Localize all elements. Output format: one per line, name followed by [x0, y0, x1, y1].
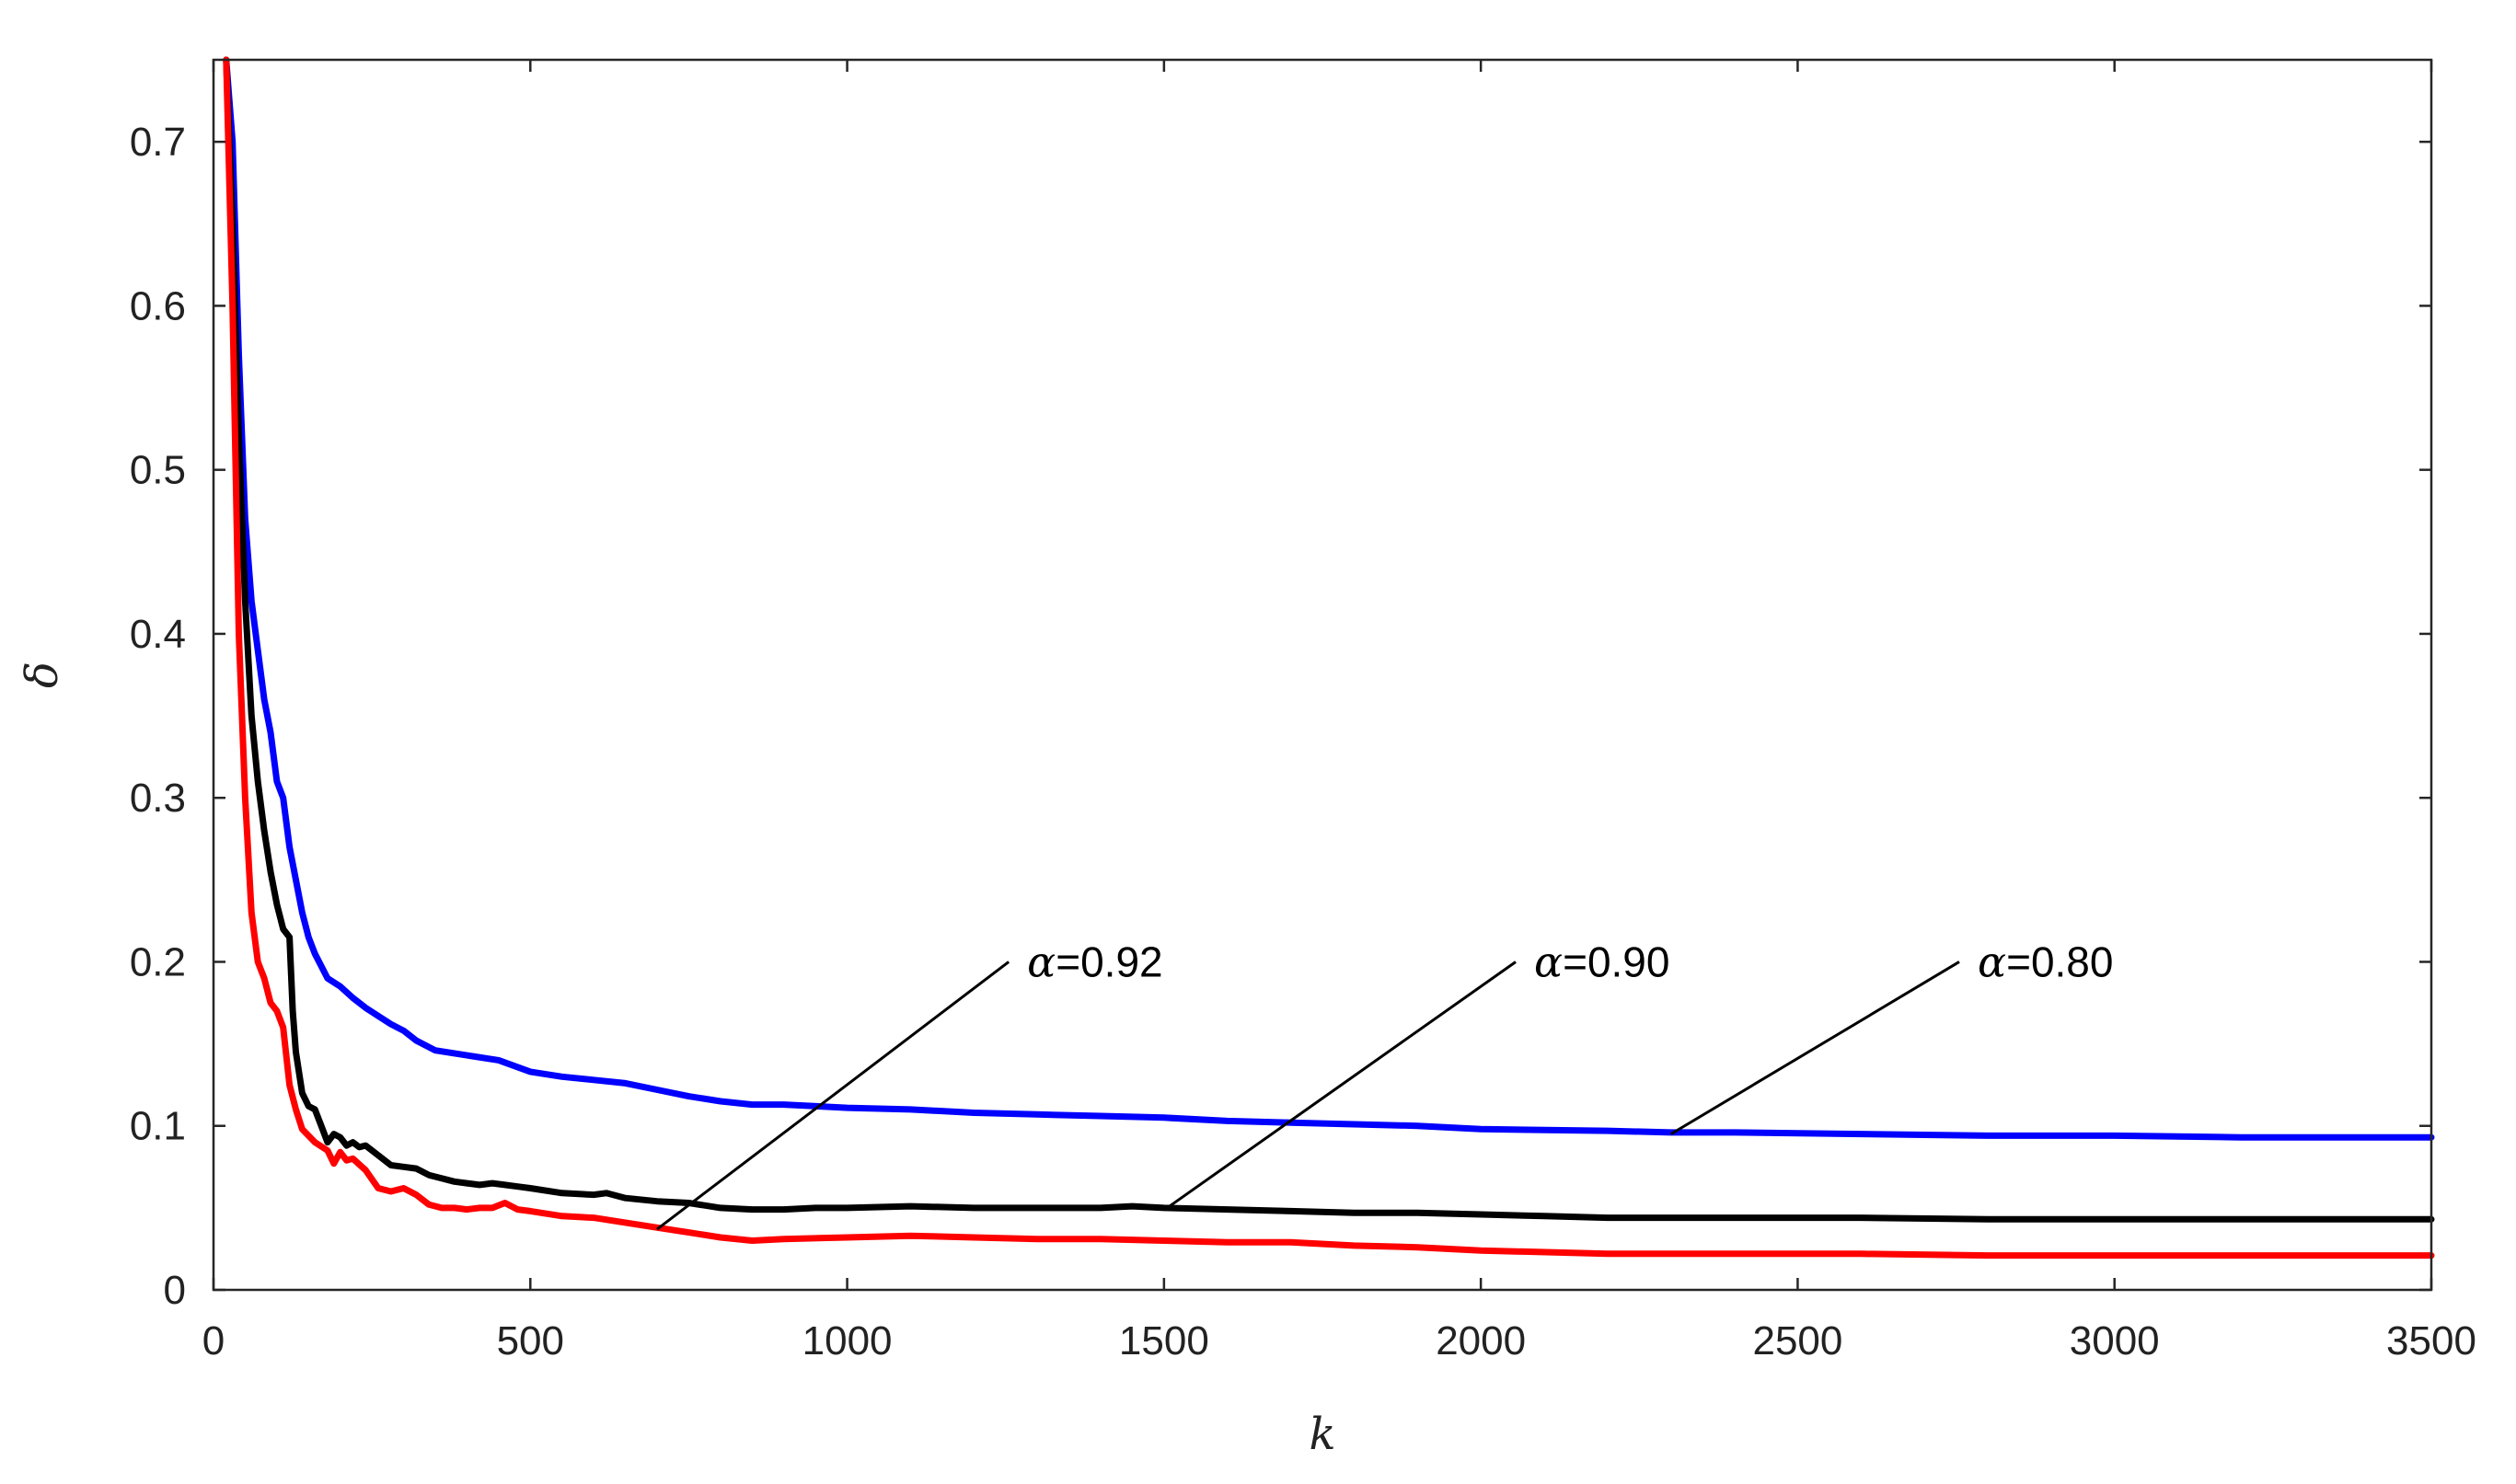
ticks-layer: 0 500 1000 1500 2000 2500 3000 3500 0 0.1 0.2 0.3 0.…	[130, 60, 2476, 1363]
x-tick-label: 1500	[1119, 1318, 1209, 1363]
annotation-leader-line	[1166, 961, 1517, 1210]
annotation-value: =0.80	[2006, 938, 2113, 985]
annotation-leader-line	[1669, 961, 1960, 1135]
annotation-label: α=0.90	[1534, 937, 1669, 986]
y-tick-label: 0.1	[130, 1104, 186, 1149]
annotation-leader-line	[656, 961, 1010, 1231]
y-tick-label: 0.4	[130, 612, 186, 657]
y-axis-label: δ	[17, 661, 68, 688]
annotation-layer: α=0.92 α=0.90 α=0.80	[656, 937, 2113, 1231]
series-line-2	[223, 56, 2435, 1260]
y-tick-label: 0.6	[130, 283, 186, 328]
annotation-label: α=0.80	[1978, 937, 2113, 986]
y-tick-label: 0.5	[130, 448, 186, 493]
y-tick-label: 0.2	[130, 939, 186, 984]
x-tick-label: 2500	[1752, 1318, 1842, 1363]
x-tick-label: 500	[497, 1318, 564, 1363]
annotation-alpha: α	[1027, 937, 1056, 986]
annotation-value: =0.92	[1056, 938, 1162, 985]
plot-frame	[212, 58, 2433, 1292]
annotation-label: α=0.92	[1027, 937, 1162, 986]
y-tick-label: 0.7	[130, 120, 186, 165]
x-tick-label: 0	[202, 1318, 225, 1363]
annotation-alpha: α	[1978, 937, 2006, 986]
annotation-alpha: α	[1534, 937, 1563, 986]
x-tick-label: 3000	[2070, 1318, 2160, 1363]
series-line-1	[223, 56, 2435, 1223]
series-layer	[223, 56, 2435, 1260]
x-tick-label: 2000	[1436, 1318, 1526, 1363]
annotation-value: =0.90	[1563, 938, 1669, 985]
x-tick-label: 1000	[802, 1318, 893, 1363]
y-tick-label: 0.3	[130, 776, 186, 821]
x-axis-label: k	[1309, 1409, 1335, 1460]
x-tick-label: 3500	[2386, 1318, 2476, 1363]
y-tick-label: 0	[164, 1268, 186, 1313]
series-line-0	[223, 56, 2435, 1141]
